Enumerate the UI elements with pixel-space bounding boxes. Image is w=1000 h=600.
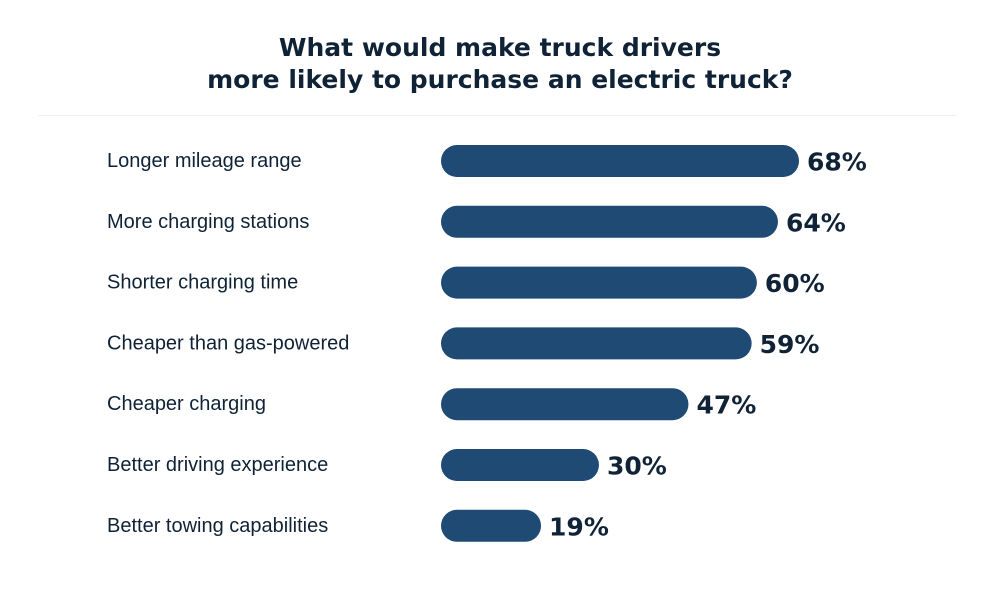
category-label-more-charging-stations: More charging stations xyxy=(107,211,309,233)
title-divider xyxy=(38,115,956,116)
bar-shorter-charging-time xyxy=(441,266,757,299)
value-label-more-charging-stations: 64% xyxy=(786,208,846,237)
bar-cheaper-than-gas-powered xyxy=(441,327,752,360)
value-label-longer-mileage-range: 68% xyxy=(807,148,867,177)
category-label-shorter-charging-time: Shorter charging time xyxy=(107,272,298,294)
chart-title-line-2: more likely to purchase an electric truc… xyxy=(207,65,793,94)
bar-longer-mileage-range xyxy=(441,145,800,177)
chart-title-line-1: What would make truck drivers xyxy=(278,33,722,62)
category-label-better-driving-experience: Better driving experience xyxy=(107,454,328,476)
value-label-shorter-charging-time: 60% xyxy=(765,269,825,298)
category-label-longer-mileage-range: Longer mileage range xyxy=(107,150,302,172)
bar-better-towing-capabilities xyxy=(441,509,542,542)
value-label-better-towing-capabilities: 19% xyxy=(549,512,609,541)
category-label-cheaper-than-gas-powered: Cheaper than gas-powered xyxy=(107,332,349,354)
value-label-cheaper-charging: 47% xyxy=(696,391,756,420)
value-label-better-driving-experience: 30% xyxy=(607,452,667,481)
value-label-cheaper-than-gas-powered: 59% xyxy=(760,330,820,359)
bar-more-charging-stations xyxy=(441,205,778,238)
bar-better-driving-experience xyxy=(441,449,599,481)
bar-cheaper-charging xyxy=(441,388,689,421)
category-label-cheaper-charging: Cheaper charging xyxy=(107,393,266,415)
category-label-better-towing-capabilities: Better towing capabilities xyxy=(107,515,328,537)
chart-title: What would make truck drivers more likel… xyxy=(0,32,1000,96)
